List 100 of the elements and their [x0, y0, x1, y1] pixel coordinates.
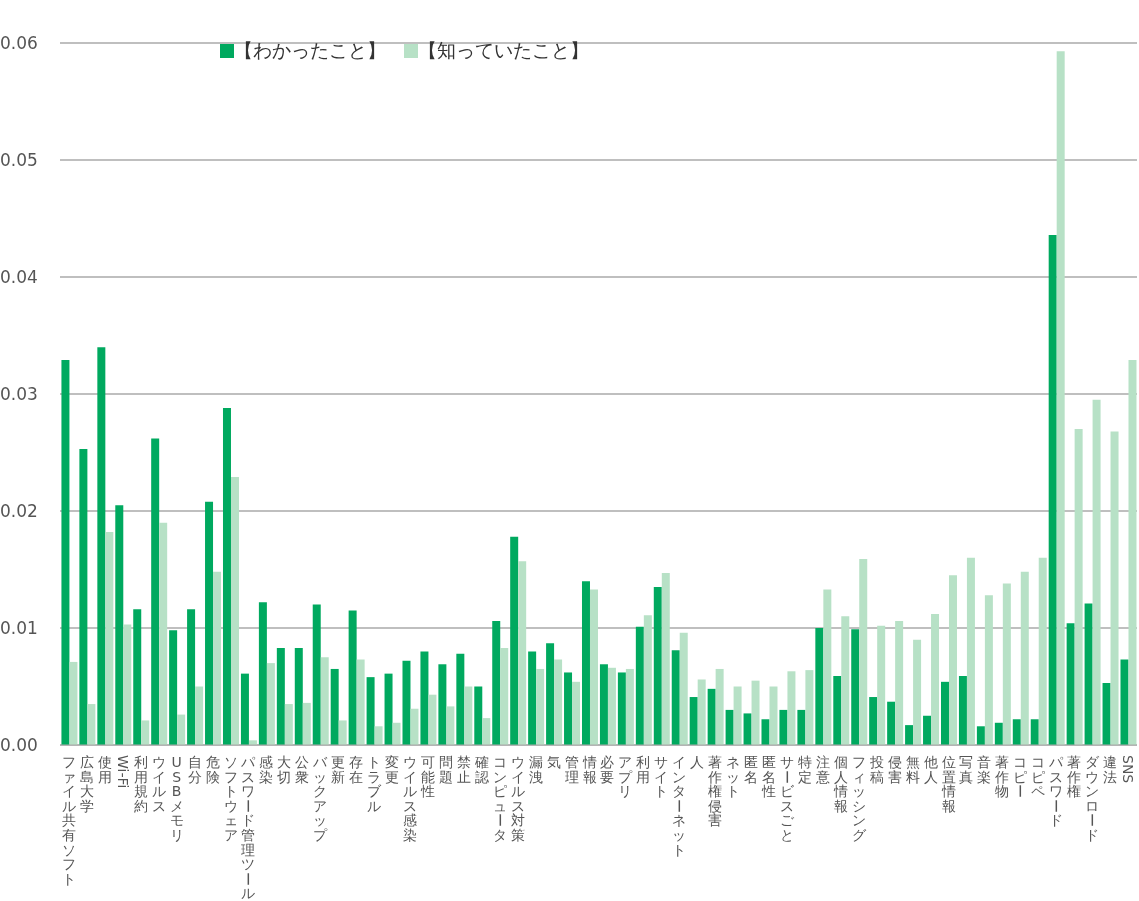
bar	[123, 624, 132, 745]
bar	[195, 686, 204, 745]
x-tick-label: サービスごと	[778, 754, 795, 843]
bar	[177, 714, 186, 745]
x-tick-label: ソフトウェア	[223, 754, 238, 843]
bar	[851, 629, 860, 745]
y-tick-label: 0.05	[0, 150, 38, 171]
x-tick-label: Wi-Fi	[114, 755, 131, 789]
bar	[1030, 719, 1039, 745]
x-tick-label: USBメモリ	[169, 754, 184, 843]
bar	[661, 573, 670, 745]
bar	[438, 664, 447, 745]
bar	[1110, 431, 1119, 745]
bar	[87, 704, 96, 745]
bar	[869, 697, 878, 745]
x-tick-label: 更新	[331, 754, 346, 785]
bar	[492, 620, 501, 745]
bar	[635, 626, 644, 745]
bar	[841, 616, 850, 745]
bar	[1128, 360, 1137, 745]
bar	[356, 659, 365, 745]
bar	[205, 501, 214, 745]
bar	[833, 675, 842, 745]
bar	[115, 505, 124, 745]
bar	[797, 709, 806, 745]
bar	[213, 571, 222, 745]
x-tick-label: 著作権	[1066, 754, 1082, 800]
y-tick-label: 0.06	[0, 33, 38, 54]
bar	[805, 670, 814, 745]
bar	[617, 672, 626, 745]
bar	[743, 713, 752, 745]
x-tick-label: コンピュータ	[491, 754, 508, 843]
bar	[1002, 583, 1011, 745]
bar	[1066, 623, 1075, 745]
bar	[751, 680, 760, 745]
x-tick-label: 個人情報	[832, 754, 848, 814]
bar	[1056, 51, 1065, 745]
bar	[159, 522, 168, 745]
x-tick-label: 人	[690, 754, 705, 770]
bar	[923, 715, 932, 745]
bar	[402, 660, 411, 745]
bar	[1012, 719, 1021, 745]
x-tick-label: インターネット	[671, 754, 688, 858]
category-label: パスワード管理ツール	[240, 754, 257, 901]
bar	[913, 639, 922, 745]
x-tick-label: コピー	[1012, 754, 1029, 799]
bar	[564, 672, 573, 745]
bar	[474, 686, 483, 745]
x-tick-label: 音楽	[977, 754, 992, 785]
bar	[446, 706, 455, 745]
bar	[859, 558, 868, 745]
bar	[276, 647, 285, 745]
bar	[607, 667, 616, 745]
bar	[697, 679, 706, 745]
x-tick-label: フィッシング	[851, 754, 867, 843]
bar	[284, 704, 293, 745]
x-tick-label: 可能性	[419, 754, 435, 800]
x-tick-label: トラブル	[367, 754, 383, 814]
bar	[312, 604, 321, 745]
x-tick-label: 違法	[1103, 754, 1118, 785]
x-tick-label: 利用規約	[133, 754, 148, 814]
bar	[779, 709, 788, 745]
bar	[1102, 682, 1111, 745]
bar	[625, 668, 634, 745]
x-tick-label: SNS	[1120, 755, 1137, 784]
bar	[374, 726, 383, 745]
bar	[725, 709, 734, 745]
y-tick-label: 0.04	[0, 267, 38, 288]
x-tick-label: 確認	[473, 754, 489, 785]
bar	[464, 686, 473, 745]
bar	[679, 632, 688, 745]
bar	[1074, 429, 1083, 745]
bar	[581, 581, 590, 745]
x-tick-label: コピペ	[1031, 754, 1046, 800]
x-tick-label: 侵害	[887, 754, 902, 785]
bar	[1020, 571, 1029, 745]
x-tick-label: 匿名	[744, 754, 759, 785]
x-tick-label: バックアップ	[312, 754, 329, 843]
bar	[294, 647, 303, 745]
x-tick-label: 感染	[259, 754, 274, 785]
x-tick-label: アプリ	[618, 754, 634, 800]
x-tick-label: 位置情報	[940, 754, 956, 814]
bar	[733, 686, 742, 745]
bar	[169, 630, 178, 745]
bar	[1048, 234, 1057, 745]
x-tick-label: 投稿	[868, 754, 884, 785]
bar	[769, 686, 778, 745]
legend-label: 【知っていたこと】	[418, 38, 589, 63]
x-tick-label: 禁止	[456, 754, 471, 785]
bar	[240, 673, 249, 745]
bar	[589, 589, 598, 745]
bar	[366, 677, 375, 745]
y-tick-label: 0.02	[0, 501, 38, 522]
bar	[689, 697, 698, 745]
bar	[1084, 603, 1093, 745]
bar	[392, 722, 401, 745]
bar	[518, 561, 527, 745]
bar	[895, 620, 904, 745]
x-tick-label: 使用	[97, 754, 112, 785]
x-tick-label: サイト	[654, 754, 669, 800]
